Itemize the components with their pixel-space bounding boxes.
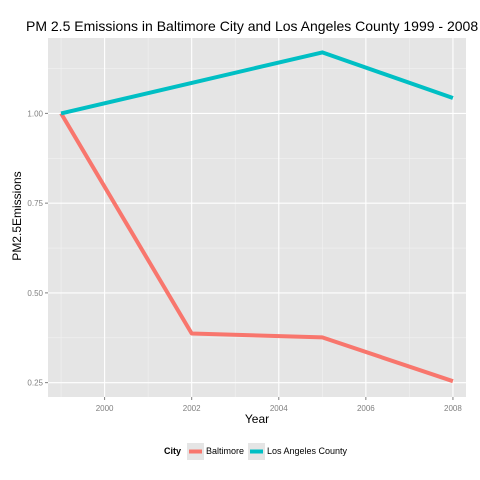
grid-minor [48, 38, 466, 397]
x-tick-label: 2006 [357, 404, 375, 413]
y-tick-label: 1.00 [27, 109, 43, 118]
legend-label-baltimore: Baltimore [206, 446, 244, 456]
x-tick-label: 2000 [96, 404, 114, 413]
legend-label-los-angeles: Los Angeles County [267, 446, 348, 456]
legend: City Baltimore Los Angeles County [164, 443, 348, 460]
chart-title: PM 2.5 Emissions in Baltimore City and L… [26, 18, 478, 34]
x-tick-label: 2008 [444, 404, 462, 413]
series-line-los-angeles-county [60, 50, 454, 116]
x-tick-label: 2004 [270, 404, 288, 413]
x-axis-ticks: 2000 2002 2004 2006 2008 [96, 397, 462, 413]
y-tick-label: 0.25 [27, 379, 43, 388]
x-axis-label: Year [245, 412, 269, 426]
x-tick-label: 2002 [183, 404, 201, 413]
series-line-baltimore [59, 112, 454, 384]
y-axis-label: PM2.5Emissions [10, 171, 24, 260]
y-tick-label: 0.50 [27, 289, 43, 298]
grid-major [48, 38, 466, 397]
y-axis-ticks: 0.25 0.50 0.75 1.00 [27, 109, 48, 388]
series-layer [59, 50, 454, 384]
legend-title: City [164, 446, 181, 456]
plot-panel [48, 38, 466, 397]
y-tick-label: 0.75 [27, 199, 43, 208]
